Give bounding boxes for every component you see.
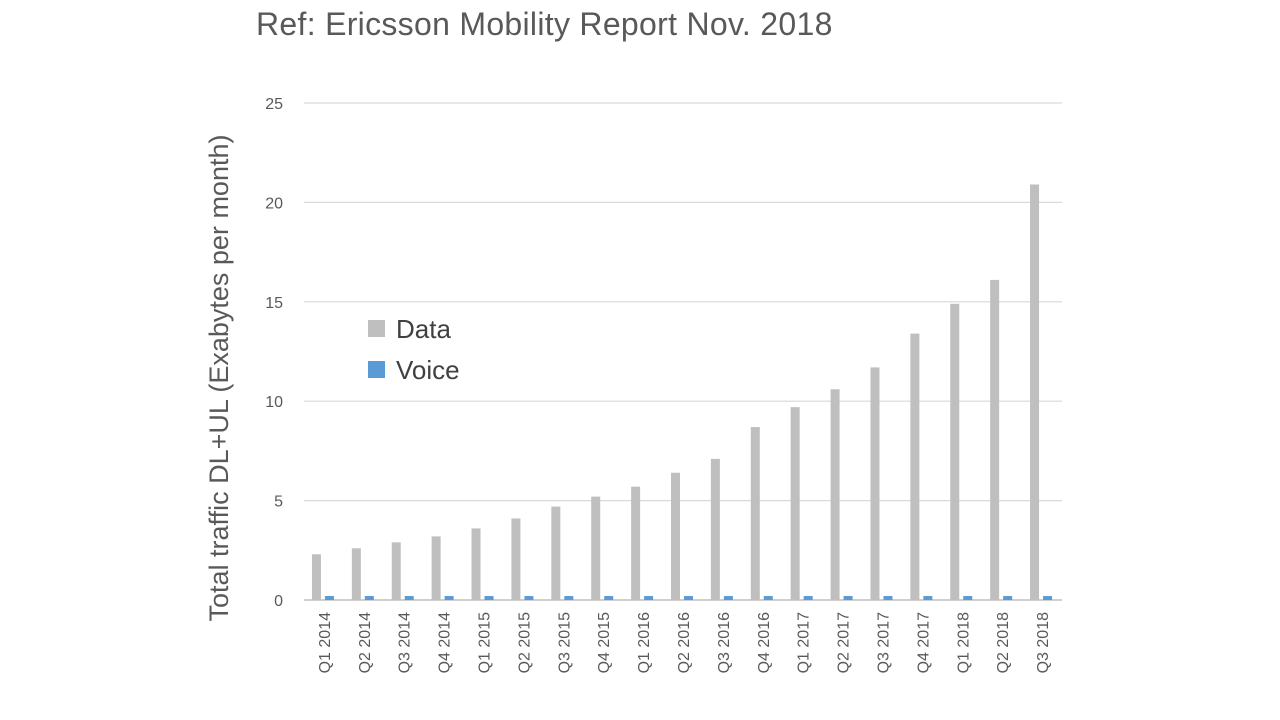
bar-data xyxy=(431,536,441,600)
x-tick-label: Q2 2017 xyxy=(836,612,853,673)
bar-voice xyxy=(604,596,614,600)
bar-data xyxy=(710,458,720,600)
x-tick-label: Q3 2015 xyxy=(556,612,573,673)
x-tick-label: Q4 2017 xyxy=(915,612,932,673)
bar-voice xyxy=(883,596,893,600)
y-tick-label: 10 xyxy=(265,394,283,411)
bar-voice xyxy=(843,596,853,600)
bar-data xyxy=(1030,184,1040,600)
gridlines xyxy=(304,102,1062,601)
x-tick-label: Q2 2015 xyxy=(516,612,533,673)
bar-voice xyxy=(324,596,334,600)
bar-data xyxy=(671,472,680,600)
bar-voice xyxy=(803,596,813,600)
x-tick-label: Q3 2016 xyxy=(716,612,733,673)
y-tick-label: 5 xyxy=(274,494,283,511)
x-tick-label: Q2 2018 xyxy=(995,612,1012,673)
bar-voice xyxy=(1003,596,1013,600)
bar-data xyxy=(471,528,481,600)
legend-label-data: Data xyxy=(396,314,451,344)
legend-label-voice: Voice xyxy=(396,355,460,385)
y-tick-label: 25 xyxy=(265,96,283,113)
x-tick-label: Q1 2018 xyxy=(955,612,972,673)
x-tick-label: Q3 2017 xyxy=(875,612,892,673)
bar-voice xyxy=(1043,596,1053,600)
bar-voice xyxy=(564,596,574,600)
bar-data xyxy=(870,367,880,600)
bar-data xyxy=(910,333,920,600)
y-tick-label: 20 xyxy=(265,195,283,212)
y-tick-label: 0 xyxy=(274,593,283,610)
chart-title: Ref: Ericsson Mobility Report Nov. 2018 xyxy=(256,6,833,42)
bar-data xyxy=(990,279,1000,600)
x-tick-label: Q3 2014 xyxy=(397,612,414,673)
bar-voice xyxy=(444,596,454,600)
bar-data xyxy=(391,542,401,600)
y-axis-ticks: 0 5 10 15 20 25 xyxy=(265,96,283,610)
x-tick-label: Q1 2017 xyxy=(796,612,813,673)
x-tick-label: Q4 2014 xyxy=(437,612,454,673)
bar-voice xyxy=(404,596,414,600)
y-tick-label: 15 xyxy=(265,295,283,312)
legend-swatch-data xyxy=(368,320,385,337)
bar-voice xyxy=(524,596,534,600)
bar-data xyxy=(950,303,960,600)
bar-voice xyxy=(763,596,773,600)
bar-data xyxy=(351,548,361,600)
x-tick-label: Q2 2016 xyxy=(676,612,693,673)
x-tick-label: Q1 2014 xyxy=(317,612,334,673)
bar-data xyxy=(511,518,521,600)
y-axis-title: Total traffic DL+UL (Exabytes per month) xyxy=(204,135,234,622)
bar-voice xyxy=(644,596,654,600)
bars xyxy=(311,184,1053,600)
bar-data xyxy=(591,496,601,600)
bar-voice xyxy=(364,596,374,600)
x-axis-ticks: Q1 2014 Q2 2014 Q3 2014 Q4 2014 Q1 2015 Q2 20… xyxy=(317,612,1052,673)
bar-data xyxy=(631,486,641,600)
x-tick-label: Q2 2014 xyxy=(357,612,374,673)
bar-data xyxy=(551,506,561,600)
legend: Data Voice xyxy=(368,314,460,385)
bar-voice xyxy=(923,596,933,600)
x-tick-label: Q4 2015 xyxy=(596,612,613,673)
x-tick-label: Q1 2015 xyxy=(477,612,494,673)
bar-data xyxy=(311,554,321,600)
x-tick-label: Q1 2016 xyxy=(636,612,653,673)
bar-data xyxy=(750,427,760,600)
bar-data xyxy=(790,407,800,600)
x-tick-label: Q3 2018 xyxy=(1035,612,1052,673)
legend-swatch-voice xyxy=(368,361,385,378)
bar-voice xyxy=(723,596,733,600)
x-tick-label: Q4 2016 xyxy=(756,612,773,673)
bar-data xyxy=(830,389,840,600)
bar-voice xyxy=(684,596,693,600)
bar-voice xyxy=(484,596,494,600)
bar-voice xyxy=(963,596,973,600)
